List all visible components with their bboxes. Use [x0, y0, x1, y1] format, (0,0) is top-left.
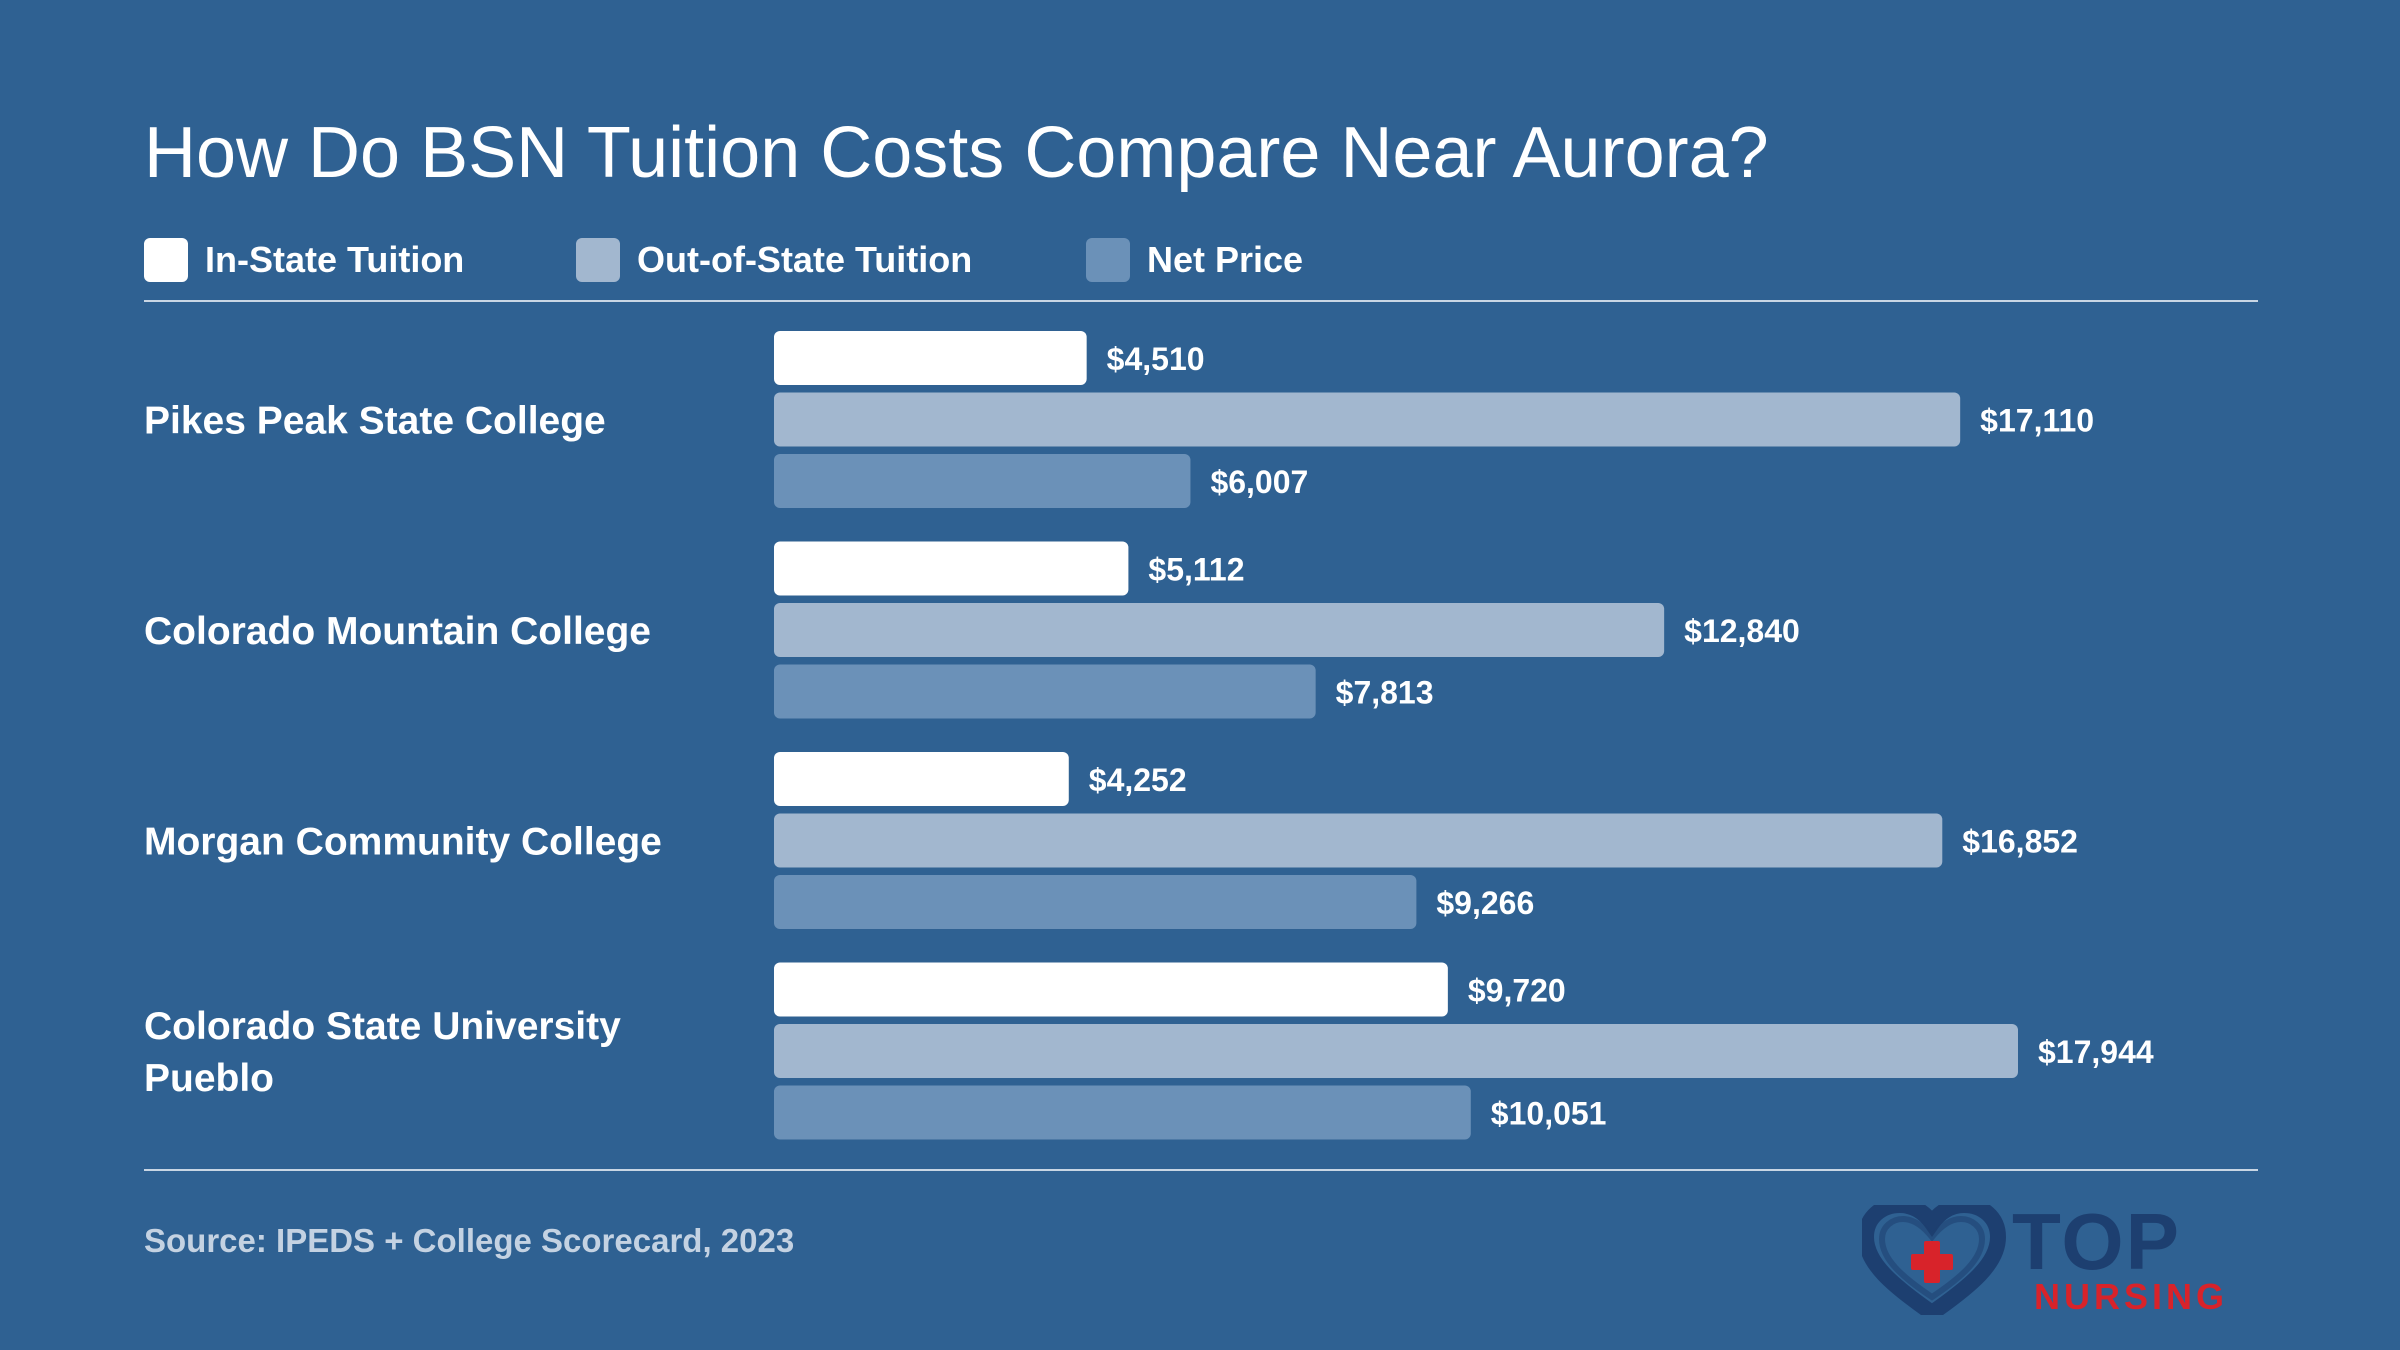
legend-swatch-net-price	[1086, 238, 1130, 282]
legend-label-in-state: In-State Tuition	[205, 239, 465, 280]
bar-in-state-tuition-colorado-state-university-pueblo	[774, 962, 1448, 1017]
source-note: Source: IPEDS + College Scorecard, 2023	[144, 1222, 795, 1259]
bar-net-price-morgan-community-college	[774, 875, 1417, 929]
bar-in-state-tuition-pikes-peak-state-college	[774, 331, 1087, 385]
legend-label-net-price: Net Price	[1147, 239, 1304, 280]
category-label-morgan-community-college: Morgan Community College	[144, 821, 662, 864]
bar-net-price-colorado-mountain-college	[774, 664, 1316, 719]
data-label-net-price-morgan-community-college: $9,266	[1436, 885, 1534, 921]
data-label-net-price-colorado-mountain-college: $7,813	[1336, 675, 1434, 711]
bar-out-of-state-tuition-colorado-mountain-college	[774, 603, 1665, 657]
legend-label-out-of-state: Out-of-State Tuition	[637, 239, 973, 280]
bar-net-price-pikes-peak-state-college	[774, 454, 1191, 508]
bar-out-of-state-tuition-morgan-community-college	[774, 813, 1943, 868]
category-label-pikes-peak-state-college: Pikes Peak State College	[144, 400, 606, 443]
data-label-out-of-state-tuition-pikes-peak-state-college: $17,110	[1980, 403, 2094, 439]
legend-item-net-price: Net Price	[1086, 238, 1303, 282]
legend-swatch-in-state	[144, 238, 188, 282]
chart-title: How Do BSN Tuition Costs Compare Near Au…	[144, 113, 1769, 193]
data-label-in-state-tuition-morgan-community-college: $4,252	[1089, 762, 1187, 798]
data-label-in-state-tuition-colorado-state-university-pueblo: $9,720	[1468, 973, 1566, 1009]
top-nursing-logo: TOP NURSING	[1862, 1205, 2228, 1315]
legend-swatch-out-of-state	[576, 238, 620, 282]
logo-wordmark-nursing: NURSING	[2034, 1276, 2228, 1315]
data-label-in-state-tuition-pikes-peak-state-college: $4,510	[1107, 341, 1205, 377]
data-label-out-of-state-tuition-morgan-community-college: $16,852	[1962, 824, 2078, 860]
bar-in-state-tuition-colorado-mountain-college	[774, 541, 1129, 596]
top-divider	[144, 300, 2258, 302]
category-label-colorado-state-university-pueblo: Colorado State University Pueblo	[144, 1005, 621, 1100]
bar-in-state-tuition-morgan-community-college	[774, 752, 1069, 806]
data-label-out-of-state-tuition-colorado-state-university-pueblo: $17,944	[2038, 1034, 2154, 1070]
bar-net-price-colorado-state-university-pueblo	[774, 1085, 1471, 1140]
logo-wordmark-top: TOP	[2012, 1205, 2181, 1286]
bar-out-of-state-tuition-colorado-state-university-pueblo	[774, 1024, 2018, 1078]
bar-out-of-state-tuition-pikes-peak-state-college	[774, 392, 1961, 447]
legend-item-in-state: In-State Tuition	[144, 238, 464, 282]
category-label-colorado-mountain-college: Colorado Mountain College	[144, 610, 651, 653]
data-label-in-state-tuition-colorado-mountain-college: $5,112	[1148, 552, 1244, 588]
heart-plus-icon	[1862, 1205, 2007, 1315]
legend-item-out-of-state: Out-of-State Tuition	[576, 238, 972, 282]
data-label-out-of-state-tuition-colorado-mountain-college: $12,840	[1684, 613, 1800, 649]
bottom-divider	[144, 1169, 2258, 1171]
data-label-net-price-colorado-state-university-pueblo: $10,051	[1491, 1096, 1607, 1132]
data-label-net-price-pikes-peak-state-college: $6,007	[1210, 464, 1308, 500]
